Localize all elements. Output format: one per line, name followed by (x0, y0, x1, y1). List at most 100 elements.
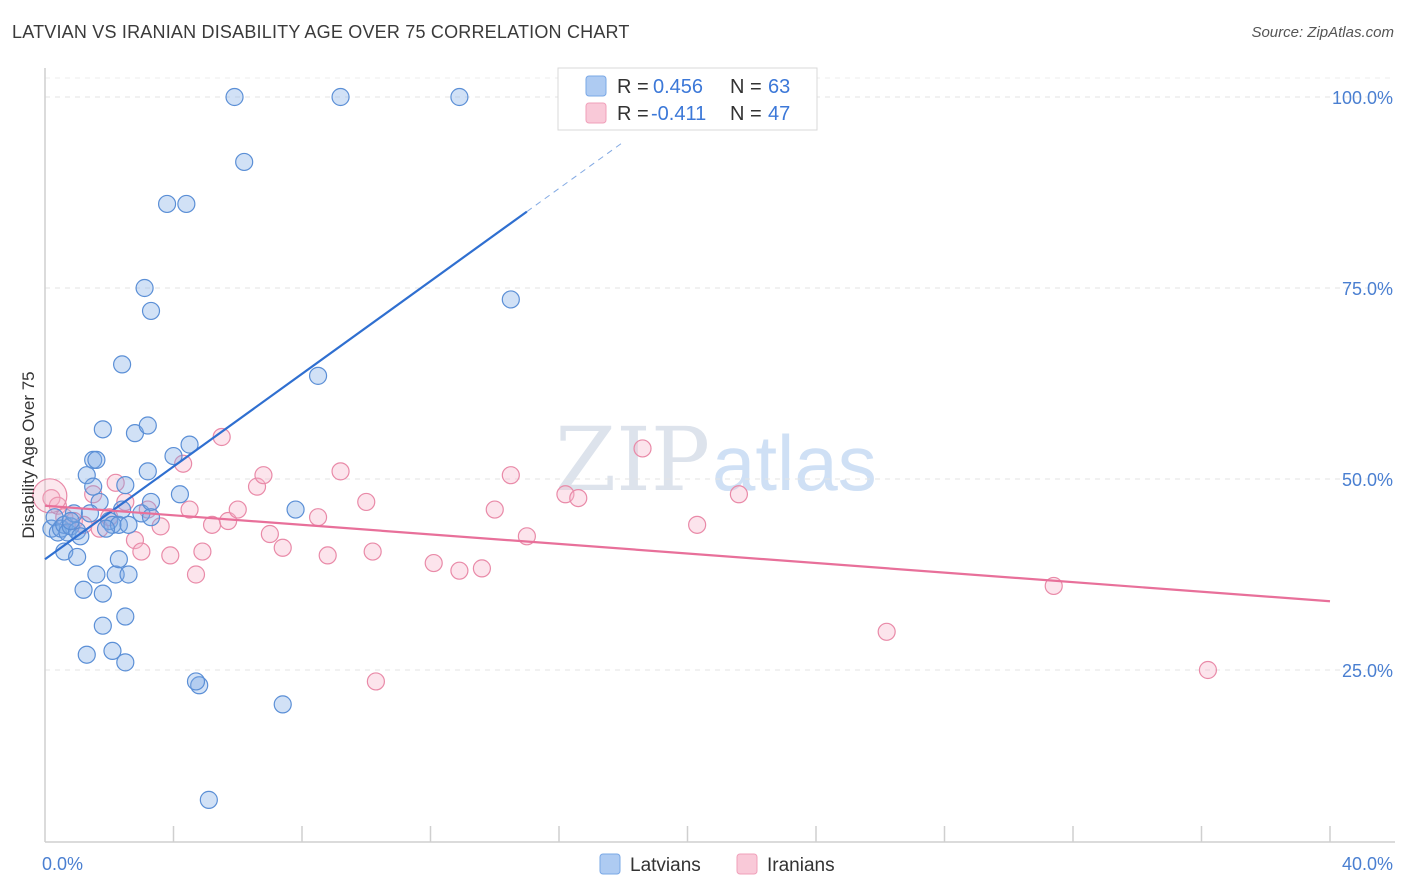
iranians-point (877, 622, 896, 641)
iranians-point (84, 485, 103, 504)
latvians-point (71, 527, 90, 546)
iranians-point (424, 553, 443, 573)
latvians-points (42, 87, 520, 809)
latvians-point (61, 511, 80, 531)
iranians-point (501, 466, 520, 485)
stats-legend: R = 0.456 N = 63 R = -0.411 N = 47 (557, 67, 818, 131)
watermark-atlas: atlas (712, 419, 877, 507)
latvians-point (87, 565, 106, 584)
y-axis-label: Disability Age Over 75 (19, 371, 38, 538)
iranians-point (633, 439, 652, 458)
latvians-point (80, 504, 100, 523)
iranians-point (161, 546, 180, 565)
latvians-point (84, 477, 103, 496)
latvians-trend-extension (526, 141, 624, 213)
iranians-point (1198, 660, 1218, 680)
latvians-point (450, 87, 469, 107)
latvians-point (135, 278, 154, 298)
chart-title: LATVIAN VS IRANIAN DISABILITY AGE OVER 7… (12, 22, 630, 42)
latvians-point (501, 290, 520, 309)
latvians-trend-line (44, 210, 528, 561)
latvians-point (93, 616, 112, 635)
y-tick-label: 100.0% (1332, 88, 1393, 108)
latvians-point (180, 435, 199, 454)
legend-r-label-latvians: R = (617, 76, 649, 98)
latvians-point (225, 87, 244, 107)
trend-lines (44, 141, 1331, 603)
legend-r-label-iranians: R = (617, 103, 649, 125)
iranians-point (174, 454, 193, 473)
legend-r-value-latvians: 0.456 (653, 76, 703, 98)
latvians-point (103, 641, 122, 661)
iranians-point (247, 477, 267, 496)
bottom-legend-swatch-latvians (599, 853, 621, 875)
legend-r-value-iranians: -0.411 (651, 103, 706, 125)
watermark-zip: ZIP (555, 408, 710, 511)
latvians-point (157, 194, 177, 214)
series-legend: Latvians Iranians (599, 853, 835, 876)
latvians-point (308, 366, 328, 385)
iranians-point (318, 546, 337, 565)
legend-swatch-iranians (585, 102, 607, 124)
bottom-legend-label-iranians: Iranians (767, 855, 835, 876)
legend-n-value-iranians: 47 (768, 103, 790, 125)
tick-labels: 100.0% 75.0% 50.0% 25.0% 0.0% 40.0% (42, 88, 1393, 874)
iranians-point (729, 485, 749, 504)
iranians-point (357, 492, 376, 512)
latvians-point (331, 87, 350, 107)
latvians-point (116, 476, 135, 495)
latvians-point (141, 301, 161, 321)
iranians-point (485, 500, 504, 519)
latvians-point (93, 584, 112, 603)
x-tick-label-min: 0.0% (42, 854, 83, 874)
x-tick-label-max: 40.0% (1342, 854, 1393, 874)
latvians-point (74, 580, 93, 599)
iranians-point (331, 462, 350, 481)
latvians-point (141, 492, 161, 512)
y-tick-label: 75.0% (1342, 279, 1393, 299)
latvians-point (164, 446, 183, 466)
latvians-point (273, 695, 292, 714)
latvians-point (109, 550, 128, 569)
iranians-point (125, 531, 145, 550)
iranians-point (569, 489, 588, 508)
latvians-point (177, 194, 196, 214)
legend-n-label-latvians: N = (730, 76, 762, 98)
latvians-point (170, 485, 190, 504)
latvians-point (93, 420, 112, 439)
iranians-point (132, 542, 151, 561)
latvians-point (77, 645, 96, 664)
latvians-point (116, 607, 135, 626)
latvians-point (87, 450, 106, 469)
iranians-point (273, 538, 292, 557)
legend-n-value-latvians: 63 (768, 76, 790, 98)
iranians-point (193, 542, 212, 561)
iranians-point (186, 565, 206, 584)
latvians-point (138, 416, 157, 435)
latvians-point (112, 355, 132, 374)
latvians-point (286, 500, 305, 519)
iranians-point (450, 561, 469, 580)
legend-swatch-latvians (585, 75, 607, 97)
iranians-point (32, 478, 68, 514)
iranians-point (260, 524, 279, 544)
iranians-point (366, 672, 385, 691)
iranians-trend-line (44, 504, 1331, 603)
iranians-point (308, 508, 328, 527)
iranians-point (254, 466, 273, 485)
iranians-point (363, 542, 382, 561)
source-credit: Source: ZipAtlas.com (1251, 24, 1394, 41)
latvians-point (77, 466, 96, 485)
latvians-point (119, 565, 138, 584)
iranians-point (180, 500, 199, 519)
latvians-point (119, 515, 138, 534)
latvians-point (186, 672, 206, 691)
iranians-point (688, 515, 707, 534)
latvians-point (96, 519, 116, 538)
latvians-point (141, 508, 161, 527)
y-tick-label: 50.0% (1342, 470, 1393, 490)
latvians-point (106, 565, 125, 584)
latvians-point (68, 547, 87, 567)
axes (44, 68, 1395, 843)
